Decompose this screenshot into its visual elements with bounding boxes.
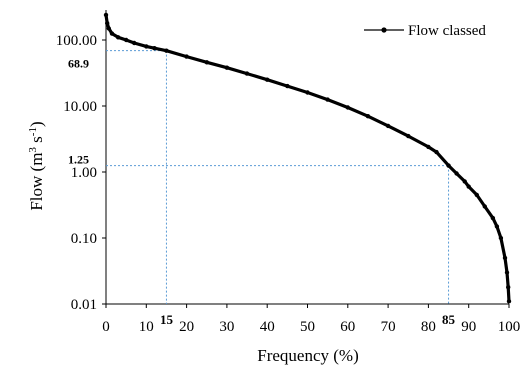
data-point: [109, 31, 115, 36]
x-tick-label: 50: [300, 319, 315, 335]
data-point: [164, 48, 169, 53]
y-axis-title-sup3: 3: [27, 147, 39, 153]
data-point: [204, 60, 209, 65]
data-point: [454, 171, 459, 176]
x-tick-label: 30: [219, 319, 234, 335]
y-axis-title-main: Flow (m: [27, 153, 46, 211]
y-axis-title: Flow (m3 s-1): [27, 121, 46, 210]
x-axis-title: Frequency (%): [257, 346, 359, 365]
data-point: [345, 105, 350, 110]
data-point: [106, 26, 112, 31]
x-tick-label: 90: [461, 319, 476, 335]
guide-lines: [106, 50, 450, 304]
legend-label: Flow classed: [408, 23, 486, 39]
data-point: [434, 149, 439, 155]
data-point: [124, 37, 129, 43]
data-point: [474, 192, 479, 198]
tick-labels: 100.00 10.00 1.00 0.10 0.01 0 10 20 30 40 50 60 70 80…: [56, 33, 521, 335]
y-axis-title-close: ): [27, 121, 46, 127]
annotation-x-value: 85: [442, 312, 456, 327]
x-tick-label: 20: [179, 319, 194, 335]
legend: Flow classed: [364, 23, 486, 39]
data-point: [494, 224, 500, 229]
y-axis-title-s: s: [27, 136, 46, 147]
data-point: [365, 114, 371, 119]
axes: [102, 10, 510, 308]
data-point: [506, 299, 512, 304]
data-point: [244, 71, 250, 76]
legend-marker: [381, 27, 387, 33]
x-tick-label: 70: [381, 319, 396, 335]
x-tick-label: 100: [498, 319, 521, 335]
data-point: [132, 40, 137, 46]
y-tick-label: 100.00: [56, 33, 97, 49]
data-point: [184, 54, 189, 59]
data-point: [466, 184, 471, 189]
data-point: [144, 44, 149, 49]
x-tick-label: 40: [260, 319, 275, 335]
data-point: [385, 123, 391, 129]
data-point: [305, 90, 310, 95]
annotation-y-value: 68.9: [68, 57, 89, 71]
annotations: 68.9 15 1.25 85: [68, 57, 456, 327]
data-point: [152, 46, 157, 51]
annotation-y-value: 1.25: [68, 153, 89, 167]
data-point: [224, 65, 230, 70]
data-point: [406, 133, 411, 139]
x-tick-label: 10: [139, 319, 154, 335]
data-point: [285, 83, 290, 89]
data-point: [105, 21, 110, 26]
x-tick-label: 80: [421, 319, 436, 335]
data-point: [115, 35, 121, 40]
data-point: [446, 163, 451, 168]
data-point: [482, 204, 487, 209]
data-point: [462, 179, 467, 184]
y-tick-label: 10.00: [63, 99, 97, 115]
data-point: [506, 285, 511, 290]
annotation-x-value: 15: [160, 312, 174, 327]
y-tick-label: 0.10: [71, 231, 97, 247]
data-point: [502, 255, 508, 261]
data-point: [265, 77, 270, 82]
data-point: [498, 235, 504, 241]
data-point: [103, 12, 109, 18]
y-axis-title-supneg1: -1: [27, 127, 39, 136]
series-group: [103, 12, 512, 304]
y-tick-label: 0.01: [71, 297, 97, 313]
data-point: [325, 97, 330, 102]
y-tick-label: 1.00: [71, 165, 97, 181]
x-tick-label: 0: [102, 319, 110, 335]
data-point: [490, 215, 496, 221]
data-point: [504, 270, 510, 275]
data-point: [426, 144, 431, 150]
x-tick-label: 60: [340, 319, 355, 335]
